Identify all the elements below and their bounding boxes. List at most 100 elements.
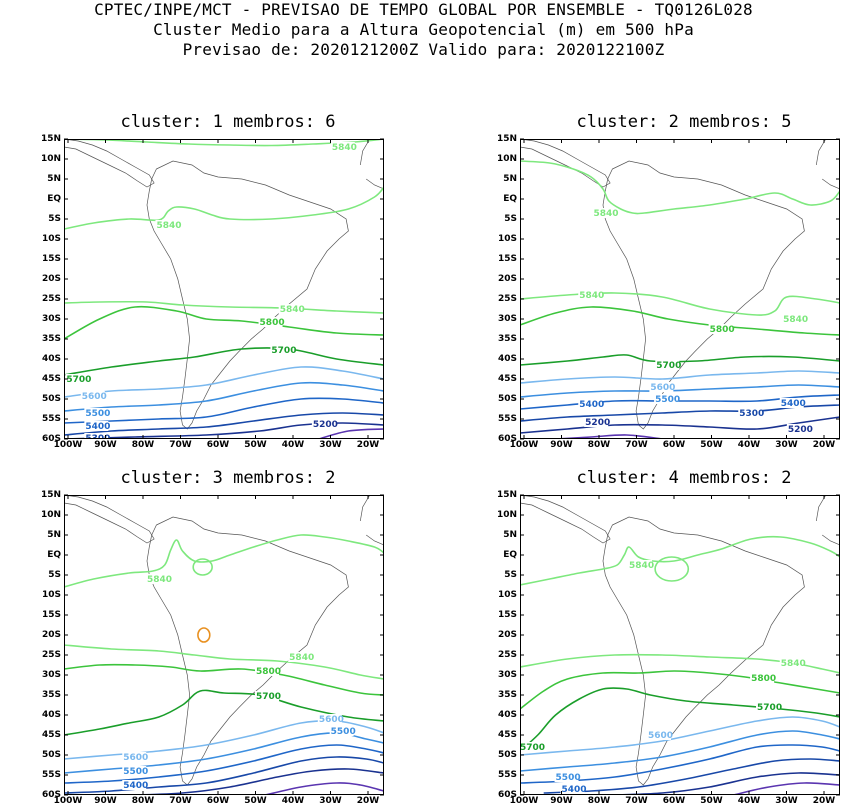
lat-label: 15N	[496, 490, 517, 500]
geopotential-map: 5840 5840 5800 5700 5700 5600 5500 5400	[520, 494, 840, 796]
geopotential-map: 5840 5840 5800 5700 5600 5500 5600 5500 5400	[64, 494, 384, 796]
contour-label: 5700	[66, 375, 91, 385]
contour-label-backing	[270, 345, 295, 355]
contour-label: 5200	[313, 420, 338, 430]
lat-label: 5S	[504, 570, 517, 580]
lon-label: 90W	[94, 796, 117, 806]
lon-label: 20W	[812, 796, 836, 806]
contour-label-backing	[278, 304, 303, 314]
lat-label: 35S	[41, 690, 61, 700]
contour-label-backing	[554, 772, 579, 782]
lon-label: 60W	[662, 796, 686, 806]
map-panel-cluster-2: cluster: 2 membros: 5 5840 5840 5840 5800 57…	[484, 112, 847, 450]
lat-label: 30S	[41, 670, 61, 680]
lat-label: EQ	[47, 550, 61, 560]
lat-label: 25S	[497, 294, 517, 304]
contour-label: 5600	[319, 715, 344, 725]
lat-label: 60S	[41, 790, 61, 800]
panel-title: cluster: 4 membros: 2	[576, 468, 792, 488]
map-panel-cluster-1: cluster: 1 membros: 6 5840 5840 5840 5800 57…	[28, 112, 428, 450]
south-america-coastline-shape	[146, 516, 349, 786]
lat-label: 10N	[496, 154, 517, 164]
contour-5840	[64, 300, 384, 314]
lon-label: 70W	[169, 796, 192, 806]
contour-label: 5840	[783, 315, 808, 325]
contour-5800	[520, 670, 840, 710]
contour-label-backing	[578, 290, 603, 300]
lon-label: 90W	[550, 440, 573, 450]
contour-label-backing	[317, 714, 342, 724]
contour-label-backing	[258, 317, 283, 327]
contour-label-backing	[786, 424, 811, 434]
lat-label: EQ	[503, 550, 517, 560]
contour-label: 5600	[650, 383, 675, 393]
contour-label-backing	[655, 360, 680, 370]
lat-label: 35S	[497, 690, 517, 700]
contour-label-backing	[288, 652, 313, 662]
lat-label: 50S	[497, 750, 517, 760]
contour-label: 5500	[655, 395, 680, 405]
lat-label: 10S	[41, 590, 61, 600]
contour-label-backing	[779, 398, 804, 408]
lon-label: 80W	[587, 440, 611, 450]
lat-label: 30S	[497, 670, 517, 680]
lat-label: 10N	[40, 510, 61, 520]
lat-label: 40S	[497, 710, 517, 720]
contour-5840	[520, 535, 840, 586]
contour-label-backing	[756, 702, 781, 712]
map-plot-area: 5840 5840 5800 5700 5700 5600 5500 5400	[520, 494, 840, 796]
contour-5600	[520, 716, 840, 756]
contour-5840	[64, 186, 384, 230]
lon-label: 60W	[206, 796, 230, 806]
contour-label: 5700	[520, 743, 545, 753]
contour-label-backing	[155, 220, 180, 230]
contour-label: 5300	[739, 409, 764, 419]
lon-label: 100W	[53, 796, 83, 806]
lat-label: 55S	[497, 770, 517, 780]
contour-label-backing	[708, 324, 733, 334]
contour-5800	[520, 306, 840, 336]
lat-label: 50S	[41, 750, 61, 760]
lat-label: 60S	[497, 434, 517, 444]
lat-label: 10S	[497, 234, 517, 244]
contour-label-backing	[122, 780, 147, 790]
contour-5700	[520, 354, 840, 366]
panel-title: cluster: 1 membros: 6	[120, 112, 336, 132]
lon-label: 50W	[244, 440, 267, 450]
contour-label-backing	[122, 766, 147, 776]
header-line-1: CPTEC/INPE/MCT - PREVISAO DE TEMPO GLOBA…	[94, 0, 753, 19]
lat-label: 20S	[497, 274, 517, 284]
contour-label: 5200	[788, 425, 813, 435]
contour-label: 5500	[85, 409, 110, 419]
lon-label: 30W	[319, 796, 342, 806]
africa-coastline-shape	[815, 495, 840, 546]
south-america-coastline-shape	[146, 160, 349, 430]
contour-label-backing	[330, 142, 355, 152]
map-plot-area: 5840 5840 5840 5800 5700 5700 5600 5500 5400 5300…	[64, 138, 384, 440]
lat-label: 15N	[496, 134, 517, 144]
contour-label-backing	[628, 560, 653, 570]
lon-label: 70W	[625, 796, 648, 806]
contour-label: 5800	[256, 667, 281, 677]
lat-label: EQ	[47, 194, 61, 204]
header-line-2: Cluster Medio para a Altura Geopotencial…	[153, 20, 694, 39]
contour-label: 5600	[82, 392, 107, 402]
lat-label: 5N	[47, 174, 61, 184]
contour-5500	[64, 381, 384, 412]
panel-title: cluster: 3 membros: 2	[120, 468, 336, 488]
lon-label: 40W	[281, 440, 305, 450]
lon-label: 50W	[700, 796, 723, 806]
contour-5400	[520, 394, 840, 410]
contour-5600	[520, 370, 840, 384]
lat-label: 5S	[48, 570, 61, 580]
contour-label: 5400	[123, 781, 148, 791]
contour-5300	[543, 758, 840, 794]
lon-label: 80W	[131, 796, 155, 806]
lat-label: 55S	[41, 770, 61, 780]
contour-5800	[64, 305, 384, 340]
lat-label: 5S	[48, 214, 61, 224]
lat-label: 15S	[41, 610, 61, 620]
contour-label: 5400	[579, 400, 604, 410]
lon-label: 90W	[94, 440, 117, 450]
contour-5700	[520, 687, 840, 752]
